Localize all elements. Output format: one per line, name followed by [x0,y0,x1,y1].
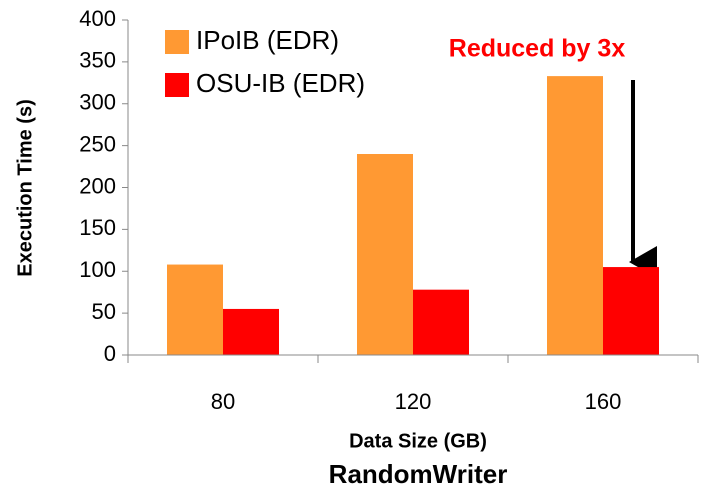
y-tick-label: 50 [92,299,116,324]
annotation: Reduced by 3x [449,35,626,63]
bar [547,76,603,356]
y-tick-label: 400 [79,6,116,31]
chart-title: RandomWriter [329,459,508,489]
x-tick-label: 80 [211,389,235,414]
legend-swatch [165,73,189,97]
x-tick-label: 160 [585,389,622,414]
x-axis-label: Data Size (GB) [349,430,487,452]
legend-label: IPoIB (EDR) [196,25,339,55]
y-tick-label: 250 [79,131,116,156]
y-tick-label: 100 [79,257,116,282]
legend-swatch [165,30,189,54]
bar [167,264,223,355]
y-axis-label: Execution Time (s) [14,99,36,276]
bar [223,308,279,355]
bar [603,267,659,355]
y-tick-label: 150 [79,215,116,240]
bar [413,289,469,355]
legend-label: OSU-IB (EDR) [196,68,365,98]
y-tick-label: 0 [104,341,116,366]
y-tick-label: 350 [79,48,116,73]
bar [357,154,413,355]
y-tick-label: 300 [79,90,116,115]
x-tick-label: 120 [395,389,432,414]
y-tick-label: 200 [79,173,116,198]
